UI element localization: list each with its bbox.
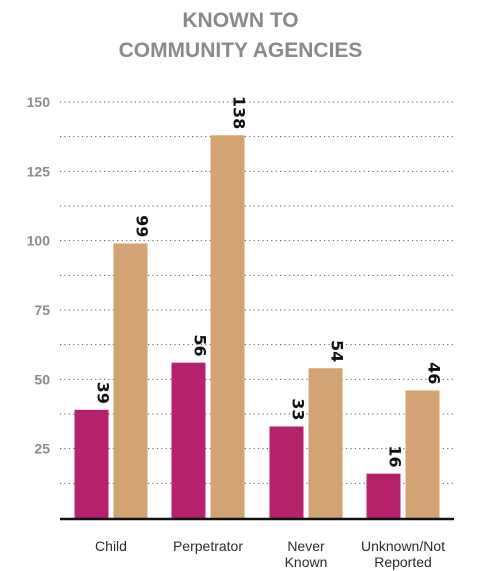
category-label-3-line-0: Unknown/Not [361,538,445,554]
chart-title-line-1: KNOWN TO [182,9,299,32]
category-label-2-line-0: Never [287,538,325,554]
bar-s1-c1 [210,135,245,518]
bar-s0-c3 [366,473,401,518]
y-tick-label-5: 150 [27,94,51,110]
y-tick-label-1: 50 [34,371,50,387]
value-label-s0-c0: 39 [94,382,113,404]
y-tick-label-3: 100 [27,233,51,249]
bar-s1-c2 [308,368,343,518]
category-label-1: Perpetrator [173,538,243,554]
value-label-s0-c2: 33 [289,398,308,420]
value-label-s1-c3: 46 [425,362,444,384]
value-label-s1-c2: 54 [328,340,347,362]
bar-s0-c1 [171,362,206,518]
category-label-2-line-1: Known [285,554,328,570]
bar-s1-c0 [113,243,148,518]
chart-title: KNOWN TO COMMUNITY AGENCIES [0,6,481,66]
y-tick-label-4: 125 [27,163,51,179]
value-label-s1-c1: 138 [230,96,249,129]
y-tick-label-0: 25 [34,441,50,457]
bar-s0-c2 [269,426,304,518]
y-tick-label-2: 75 [34,302,50,318]
category-label-3-line-1: Reported [374,554,432,570]
value-label-s1-c0: 99 [133,215,152,237]
value-label-s0-c3: 16 [386,445,405,467]
bar-s1-c3 [405,390,440,518]
bar-s0-c0 [74,409,109,518]
category-label-0: Child [95,538,127,554]
value-label-s0-c1: 56 [191,334,210,356]
chart-title-line-2: COMMUNITY AGENCIES [118,39,363,62]
